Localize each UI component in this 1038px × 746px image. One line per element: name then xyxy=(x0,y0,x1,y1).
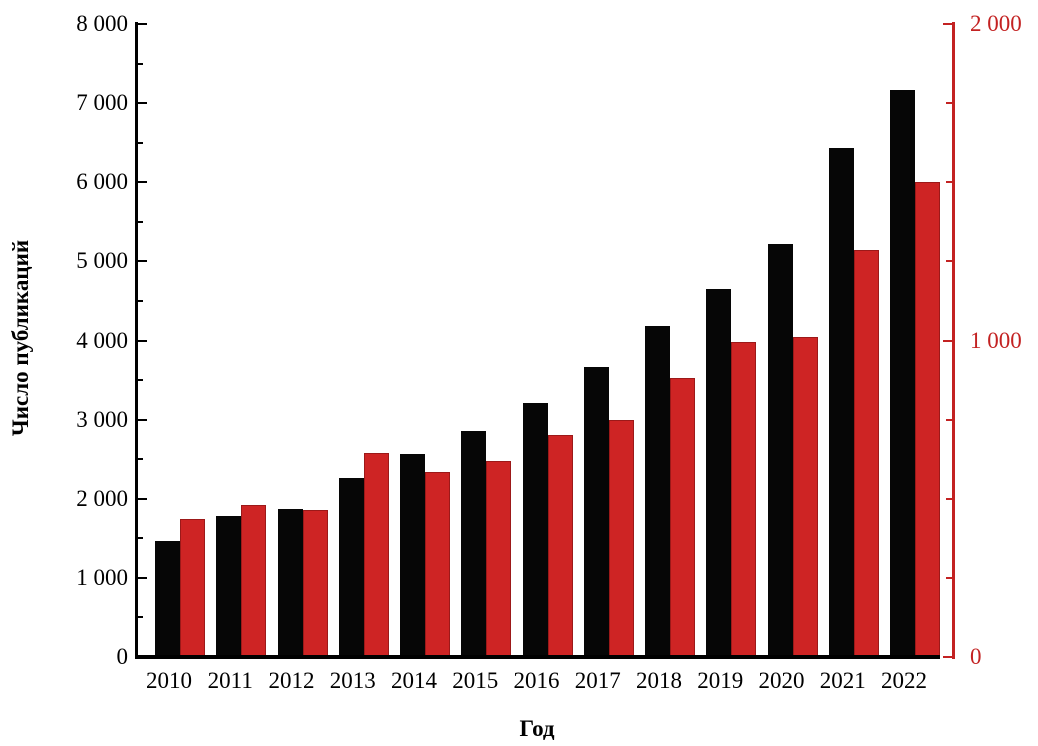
bar-red-2022 xyxy=(915,182,940,657)
left-axis-tick-label: 4 000 xyxy=(76,327,128,353)
right-axis-line xyxy=(951,22,955,659)
left-axis-tick xyxy=(138,497,147,500)
left-axis-tick-label: 7 000 xyxy=(76,90,128,116)
bar-red-2014 xyxy=(425,471,450,657)
right-axis-tick-label: 1 000 xyxy=(970,327,1022,353)
x-axis-year-label: 2015 xyxy=(452,668,499,693)
bar-red-2012 xyxy=(302,509,328,657)
right-axis-tick-label: 2 000 xyxy=(970,11,1022,36)
x-axis-year-label: 2022 xyxy=(881,668,927,693)
bar-black-2021 xyxy=(828,148,854,657)
x-axis-year-label: 2013 xyxy=(329,668,376,693)
x-axis-year-label: 2010 xyxy=(146,668,192,693)
bar-red-2015 xyxy=(486,460,512,657)
bar-red-2013 xyxy=(363,452,389,657)
x-axis-year-label: 2014 xyxy=(391,668,437,693)
bar-red-2019 xyxy=(731,342,757,657)
right-axis-tick xyxy=(942,339,952,342)
bar-black-2020 xyxy=(767,243,793,657)
right-axis-tick xyxy=(945,102,952,105)
left-axis-tick-label: 2 000 xyxy=(76,485,128,511)
left-axis-tick-label: 0 xyxy=(116,644,129,669)
left-axis-tick xyxy=(138,418,147,421)
left-axis-tick xyxy=(138,458,143,461)
x-axis-year-label: 2018 xyxy=(636,668,682,693)
left-axis-tick-label: 6 000 xyxy=(76,169,128,195)
x-axis-year-label: 2021 xyxy=(819,668,866,693)
bar-red-2010 xyxy=(180,519,205,657)
bar-black-2013 xyxy=(338,478,364,657)
bar-black-2015 xyxy=(461,430,487,657)
left-axis-tick xyxy=(138,181,147,184)
bar-red-2020 xyxy=(792,337,818,657)
y-axis-title: Число публикаций xyxy=(8,239,33,437)
bar-black-2018 xyxy=(645,325,670,657)
left-axis-tick xyxy=(138,339,147,342)
x-axis-year-label: 2020 xyxy=(758,668,805,693)
bar-red-2016 xyxy=(547,435,573,657)
bar-black-2012 xyxy=(277,509,303,657)
left-axis-tick xyxy=(138,576,147,579)
left-axis-tick xyxy=(138,537,143,540)
x-axis-year-label: 2012 xyxy=(268,668,315,693)
x-axis-year-label: 2016 xyxy=(513,668,560,693)
right-axis-tick xyxy=(945,418,952,421)
x-axis-line xyxy=(135,655,940,659)
left-axis-tick xyxy=(138,260,147,263)
bar-black-2014 xyxy=(400,453,425,657)
bar-black-2011 xyxy=(216,516,242,657)
left-axis-tick-label: 1 000 xyxy=(76,564,128,590)
right-axis-tick xyxy=(942,23,952,25)
right-axis-tick xyxy=(945,497,952,500)
left-axis-line xyxy=(135,22,138,659)
left-axis-tick xyxy=(138,220,143,223)
left-axis-tick xyxy=(138,102,147,105)
left-axis-tick xyxy=(138,23,147,25)
right-axis-tick-label: 0 xyxy=(970,644,982,669)
right-axis-tick xyxy=(945,576,952,579)
left-axis-tick xyxy=(138,379,143,382)
right-axis-tick xyxy=(945,181,952,184)
left-axis-tick xyxy=(138,141,143,144)
left-axis-tick xyxy=(138,62,143,65)
x-axis-year-label: 2011 xyxy=(207,668,253,693)
bar-black-2022 xyxy=(890,90,915,657)
left-axis-tick-label: 3 000 xyxy=(76,406,128,432)
left-axis-tick-label: 5 000 xyxy=(76,248,128,274)
bar-black-2017 xyxy=(583,367,609,657)
right-axis-tick xyxy=(945,260,952,263)
right-axis-tick xyxy=(942,656,952,658)
x-axis-year-label: 2017 xyxy=(574,668,621,693)
x-axis-title: Год xyxy=(519,716,555,741)
bar-black-2010 xyxy=(155,540,180,657)
left-axis-tick xyxy=(138,616,143,619)
bar-red-2018 xyxy=(670,378,695,657)
bar-black-2019 xyxy=(706,288,732,657)
bar-red-2021 xyxy=(853,250,879,657)
bar-red-2017 xyxy=(608,419,634,657)
left-axis-tick xyxy=(138,299,143,302)
x-axis-year-label: 2019 xyxy=(697,668,744,693)
bar-red-2011 xyxy=(241,505,267,657)
left-axis-tick-label: 8 000 xyxy=(76,11,128,36)
bar-black-2016 xyxy=(522,403,548,657)
